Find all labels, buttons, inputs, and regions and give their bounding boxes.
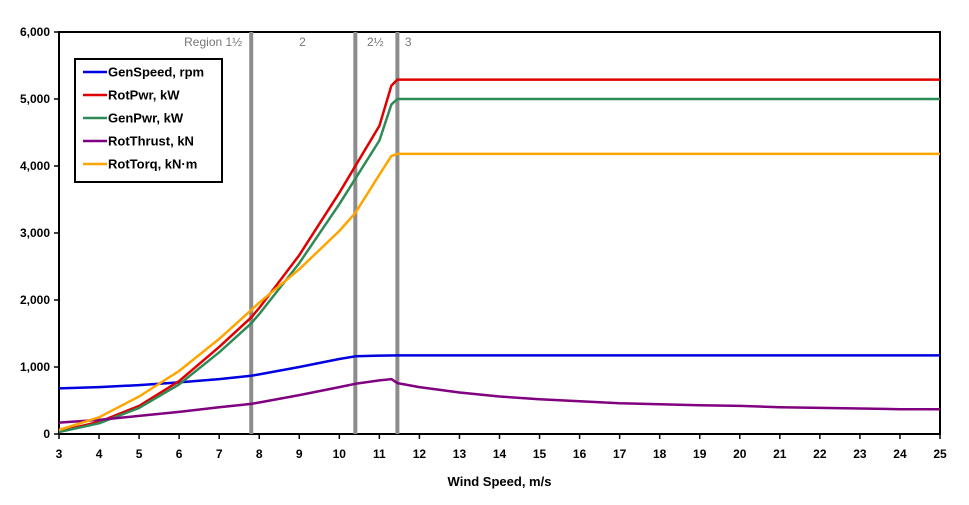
x-tick-label: 5	[136, 447, 143, 461]
x-tick-label: 21	[773, 447, 787, 461]
x-axis: 3 4 5 6 7 8 9 10 11 12 13 14 15 16 17 18 19 20 21 22 23 24 25	[56, 434, 947, 461]
x-tick-label: 24	[893, 447, 907, 461]
x-tick-label: 17	[613, 447, 627, 461]
x-tick-label: 23	[853, 447, 867, 461]
x-axis-label: Wind Speed, m/s	[448, 474, 552, 489]
y-tick-label: 1,000	[20, 360, 50, 374]
x-tick-label: 25	[933, 447, 947, 461]
x-tick-label: 4	[96, 447, 103, 461]
legend-label: RotPwr, kW	[108, 88, 180, 103]
y-tick-label: 5,000	[20, 92, 50, 106]
legend: GenSpeed, rpm RotPwr, kW GenPwr, kW RotThru…	[74, 58, 223, 183]
series-line-genspeed	[58, 354, 940, 390]
series-line-genpwr	[58, 97, 940, 434]
y-tick-label: 2,000	[20, 293, 50, 307]
series-line-rotpwr	[58, 78, 940, 433]
y-tick-label: 0	[43, 427, 50, 441]
x-tick-label: 20	[733, 447, 747, 461]
x-tick-label: 11	[373, 447, 386, 461]
series-lines	[58, 78, 940, 434]
series-line-rottorq	[58, 152, 940, 432]
region-label: 2½	[367, 35, 384, 49]
x-tick-label: 9	[296, 447, 303, 461]
x-tick-label: 10	[333, 447, 347, 461]
x-tick-label: 8	[256, 447, 263, 461]
x-tick-label: 16	[573, 447, 587, 461]
x-tick-label: 7	[216, 447, 223, 461]
y-axis: 0 1,000 2,000 3,000 4,000 5,000 6,000	[20, 25, 59, 441]
x-tick-label: 18	[653, 447, 667, 461]
x-tick-label: 12	[413, 447, 427, 461]
legend-label: RotTorq, kN·m	[108, 157, 197, 172]
region-label: Region 1½	[184, 35, 242, 49]
legend-label: GenPwr, kW	[108, 111, 184, 126]
region-label: 3	[405, 35, 412, 49]
region-label: 2	[299, 35, 306, 49]
series-line-rotthrust	[58, 377, 940, 424]
region-labels: Region 1½ 2 2½ 3	[184, 35, 412, 49]
x-tick-label: 14	[493, 447, 507, 461]
x-tick-label: 15	[533, 447, 547, 461]
x-tick-label: 19	[693, 447, 707, 461]
x-tick-label: 3	[56, 447, 63, 461]
y-tick-label: 3,000	[20, 226, 50, 240]
x-tick-label: 13	[453, 447, 467, 461]
y-tick-label: 4,000	[20, 159, 50, 173]
legend-label: RotThrust, kN	[108, 134, 194, 149]
y-tick-label: 6,000	[20, 25, 50, 39]
x-tick-label: 22	[813, 447, 827, 461]
legend-label: GenSpeed, rpm	[108, 65, 204, 80]
legend-box	[74, 58, 223, 183]
x-tick-label: 6	[176, 447, 183, 461]
